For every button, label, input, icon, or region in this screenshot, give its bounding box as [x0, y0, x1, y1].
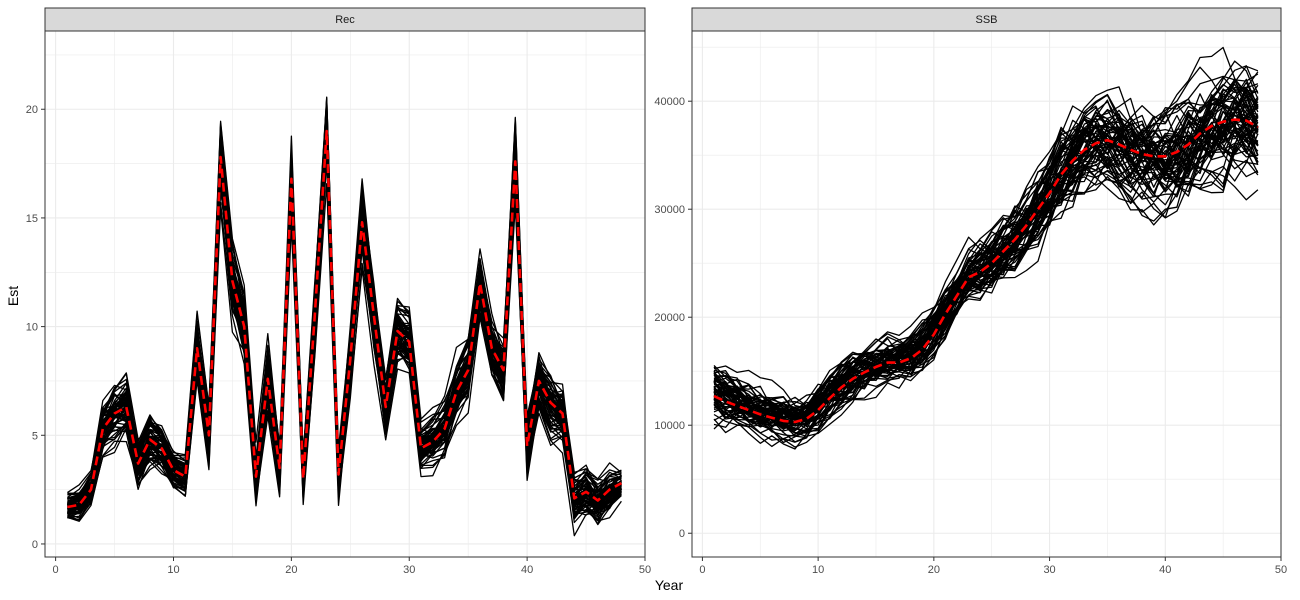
panel-border [44, 30, 646, 558]
ensemble-line [67, 121, 622, 509]
x-tick-label: 50 [1275, 564, 1287, 576]
ensemble-line [713, 105, 1259, 450]
x-tick-label: 30 [1043, 564, 1055, 576]
y-tick-label: 30000 [654, 204, 685, 216]
x-tick-label: 50 [639, 564, 651, 576]
panel-border [691, 30, 1282, 558]
x-tick-label: 0 [53, 564, 59, 576]
ensemble-line [713, 170, 1259, 427]
panel-ssb: SSB 0 10 20 30 40 50 0 10000 20000 30000 40000 [654, 7, 1287, 576]
ensemble-line [713, 110, 1259, 426]
x-tick-label: 10 [812, 564, 824, 576]
x-tick-label: 20 [285, 564, 297, 576]
panel-rec: Rec 0 10 20 30 40 50 0 5 10 15 20 [26, 7, 651, 576]
x-axis-title: Year [655, 577, 684, 593]
ensemble-line [67, 122, 622, 511]
x-tick-label: 40 [1159, 564, 1171, 576]
ensemble-line [713, 116, 1259, 428]
y-tick-label: 5 [32, 430, 38, 442]
x-tick-label: 20 [928, 564, 940, 576]
x-tick-label: 30 [403, 564, 415, 576]
median-line [713, 118, 1259, 424]
y-tick-label: 0 [32, 539, 38, 551]
y-tick-label: 15 [26, 213, 38, 225]
x-tick-label: 0 [699, 564, 705, 576]
ensemble-line [713, 119, 1259, 434]
y-tick-label: 20000 [654, 312, 685, 324]
x-tick-label: 10 [167, 564, 179, 576]
ensemble-line [713, 114, 1259, 423]
y-tick-label: 40000 [654, 96, 685, 108]
x-tick-label: 40 [521, 564, 533, 576]
y-tick-label: 10 [26, 322, 38, 334]
ensemble-line [713, 46, 1259, 431]
y-tick-label: 10000 [654, 420, 685, 432]
strip-label-ssb: SSB [975, 14, 997, 26]
panel-background [45, 31, 645, 557]
panel-background [692, 31, 1281, 557]
y-axis-title: Est [5, 286, 21, 306]
strip-label-rec: Rec [335, 14, 355, 26]
ensemble-line [713, 115, 1259, 419]
ensemble-line [713, 84, 1259, 432]
median-line [67, 129, 623, 509]
y-tick-label: 20 [26, 104, 38, 116]
ensemble-line [713, 98, 1259, 421]
ensemble-line [713, 90, 1259, 411]
y-tick-label: 0 [679, 528, 685, 540]
ensemble-line [713, 125, 1259, 430]
ensemble-line [713, 101, 1259, 414]
